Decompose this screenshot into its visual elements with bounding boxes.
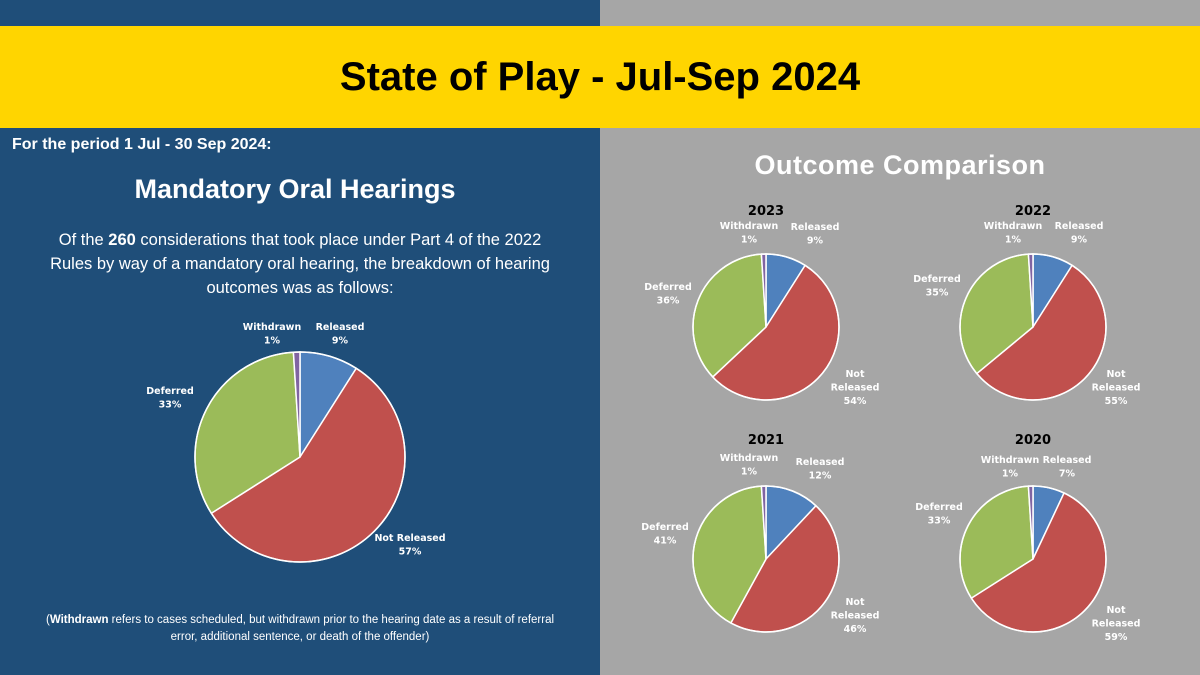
data-label-not-released: Not Released 46%: [831, 597, 880, 635]
data-label-deferred: Deferred 35%: [913, 274, 961, 299]
period-text: For the period 1 Jul - 30 Sep 2024:: [12, 136, 272, 153]
data-label-not-released: Not Released 55%: [1092, 369, 1141, 407]
description-text: Of the 260 considerations that took plac…: [40, 228, 560, 300]
data-label-withdrawn: Withdrawn 1%: [981, 455, 1040, 480]
pie-outline: [692, 485, 840, 633]
data-label-deferred: Deferred 33%: [915, 502, 963, 527]
data-label-released: Released 9%: [1055, 221, 1104, 246]
pie-outline: [959, 485, 1107, 633]
data-label-deferred: Deferred 36%: [644, 282, 692, 307]
data-label-released: Released 12%: [796, 457, 845, 482]
note-bold: Withdrawn: [49, 614, 109, 626]
data-label-withdrawn: Withdrawn 1%: [720, 453, 779, 478]
pie-outline: [959, 253, 1107, 401]
data-label-deferred: Deferred 33%: [146, 386, 194, 411]
data-label-withdrawn: Withdrawn 1%: [984, 221, 1043, 246]
desc-post: considerations that took place under Par…: [50, 231, 550, 297]
title-banner: State of Play - Jul-Sep 2024: [0, 26, 1200, 128]
chart-title: 2023: [748, 204, 784, 219]
data-label-not-released: Not Released 59%: [1092, 605, 1141, 643]
data-label-not-released: Not Released 57%: [374, 533, 445, 558]
footnote: (Withdrawn refers to cases scheduled, bu…: [40, 612, 560, 646]
chart-title: 2020: [1015, 433, 1051, 448]
pie-outline: [692, 253, 840, 401]
data-label-released: Released 7%: [1043, 455, 1092, 480]
note-open: (: [45, 614, 50, 626]
chart-title: 2022: [1015, 204, 1051, 219]
consideration-count: 260: [108, 231, 136, 249]
data-label-not-released: Not Released 54%: [831, 369, 880, 407]
note-rest: refers to cases scheduled, but withdrawn…: [108, 614, 555, 643]
data-label-deferred: Deferred 41%: [641, 522, 689, 547]
data-label-released: Released 9%: [316, 322, 365, 347]
data-label-released: Released 9%: [791, 222, 840, 247]
data-label-withdrawn: Withdrawn 1%: [720, 221, 779, 246]
data-label-withdrawn: Withdrawn 1%: [243, 322, 302, 347]
comparison-heading: Outcome Comparison: [754, 150, 1046, 180]
desc-pre: Of the: [58, 231, 109, 249]
page-title: State of Play - Jul-Sep 2024: [339, 54, 861, 99]
pie-outline: [194, 351, 406, 563]
chart-title: 2021: [748, 433, 784, 448]
section-heading: Mandatory Oral Hearings: [134, 174, 456, 204]
